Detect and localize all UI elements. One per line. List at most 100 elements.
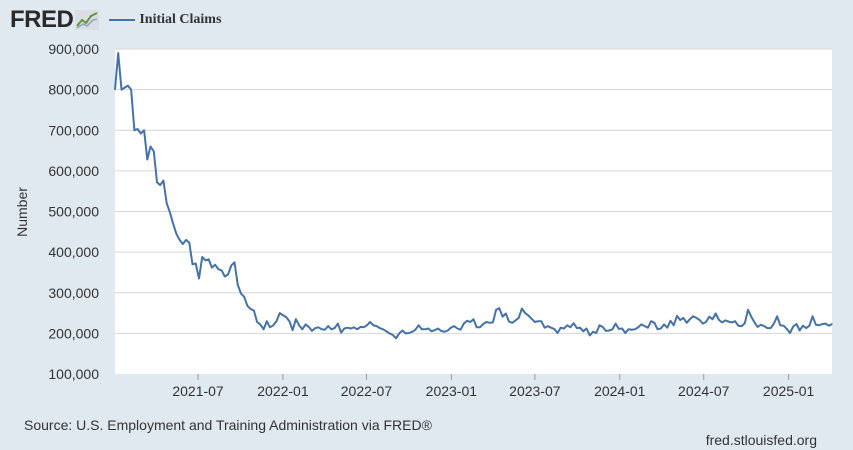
- data-point: [311, 330, 313, 332]
- data-point: [511, 322, 513, 324]
- data-point: [779, 324, 781, 326]
- y-tick-label: 300,000: [48, 285, 99, 301]
- data-point: [460, 329, 462, 331]
- data-point: [392, 334, 394, 336]
- data-point: [114, 89, 116, 91]
- data-point: [369, 321, 371, 323]
- data-point: [566, 324, 568, 326]
- data-point: [214, 264, 216, 266]
- data-point: [631, 329, 633, 331]
- data-point: [773, 323, 775, 325]
- legend-swatch: [109, 19, 136, 21]
- data-point: [776, 315, 778, 317]
- data-point: [324, 329, 326, 331]
- data-point: [350, 327, 352, 330]
- data-point: [812, 315, 814, 317]
- y-tick-label: 800,000: [48, 82, 99, 98]
- data-point: [799, 329, 801, 332]
- data-point: [159, 184, 161, 186]
- data-point: [440, 330, 442, 332]
- data-point: [137, 128, 139, 130]
- site-link[interactable]: fred.stlouisfed.org: [705, 432, 817, 448]
- data-point: [731, 321, 733, 323]
- data-point: [556, 332, 559, 334]
- x-tick-labels: 2021-07 2022-01 2022-07 2023-01 2023-07 2024-…: [172, 374, 815, 399]
- data-point: [334, 327, 336, 329]
- data-point: [686, 322, 688, 324]
- data-point: [821, 323, 823, 325]
- data-point: [786, 328, 788, 330]
- data-point: [398, 332, 400, 334]
- data-point: [346, 327, 349, 329]
- data-point: [366, 324, 368, 326]
- y-tick-label: 100,000: [48, 366, 99, 382]
- data-point: [479, 326, 481, 328]
- data-point: [527, 314, 530, 317]
- data-point: [702, 323, 704, 325]
- data-point: [585, 327, 588, 330]
- data-point: [747, 309, 749, 311]
- x-tick-label: 2025-01: [763, 383, 815, 399]
- data-point: [153, 150, 155, 152]
- data-point: [140, 132, 142, 135]
- data-point: [498, 307, 500, 309]
- data-point: [356, 328, 358, 330]
- data-point: [637, 326, 639, 328]
- data-point: [569, 326, 572, 328]
- data-point: [424, 328, 426, 330]
- y-tick-labels: 100,000 200,000 300,000 400,000 500,000 600,0…: [48, 41, 99, 382]
- y-tick-label: 400,000: [48, 244, 99, 260]
- data-point: [653, 322, 656, 324]
- data-point: [172, 223, 174, 225]
- data-point: [524, 312, 526, 314]
- data-point: [582, 330, 584, 332]
- y-tick-label: 500,000: [48, 204, 99, 220]
- data-point: [640, 323, 643, 325]
- data-point: [831, 323, 833, 325]
- data-point: [615, 323, 617, 325]
- data-point: [489, 322, 491, 324]
- data-point: [337, 323, 339, 325]
- data-point: [657, 328, 659, 330]
- fred-chart-icon: [75, 10, 100, 30]
- data-point: [553, 328, 555, 330]
- data-point: [663, 323, 665, 325]
- data-point: [185, 239, 187, 241]
- data-point: [204, 259, 206, 261]
- data-point: [753, 321, 756, 323]
- data-point: [382, 328, 384, 330]
- data-point: [592, 331, 594, 333]
- data-point: [534, 321, 536, 323]
- data-point: [618, 328, 620, 330]
- data-point: [453, 325, 455, 327]
- data-point: [376, 325, 378, 327]
- data-point: [469, 321, 471, 323]
- data-point: [327, 325, 329, 327]
- data-point: [708, 316, 710, 318]
- data-point: [676, 315, 678, 317]
- data-point: [485, 321, 487, 323]
- data-point: [221, 269, 223, 271]
- data-point: [728, 321, 730, 323]
- data-point: [130, 89, 132, 91]
- data-point: [421, 328, 423, 330]
- data-point: [308, 326, 310, 328]
- data-point: [605, 330, 607, 332]
- data-point: [298, 324, 300, 326]
- data-point: [401, 329, 403, 332]
- data-point: [818, 324, 820, 326]
- data-point: [227, 273, 229, 276]
- data-point: [405, 332, 407, 334]
- data-point: [514, 319, 517, 321]
- data-point: [385, 330, 387, 332]
- data-point: [573, 322, 575, 324]
- data-point: [418, 324, 420, 326]
- x-tick-label: 2021-07: [172, 383, 224, 399]
- data-point: [395, 337, 397, 339]
- data-point: [482, 323, 484, 325]
- fred-logo[interactable]: FRED: [10, 6, 74, 33]
- data-point: [456, 327, 458, 330]
- data-point: [540, 320, 542, 322]
- data-point: [146, 158, 148, 161]
- data-point: [330, 328, 332, 330]
